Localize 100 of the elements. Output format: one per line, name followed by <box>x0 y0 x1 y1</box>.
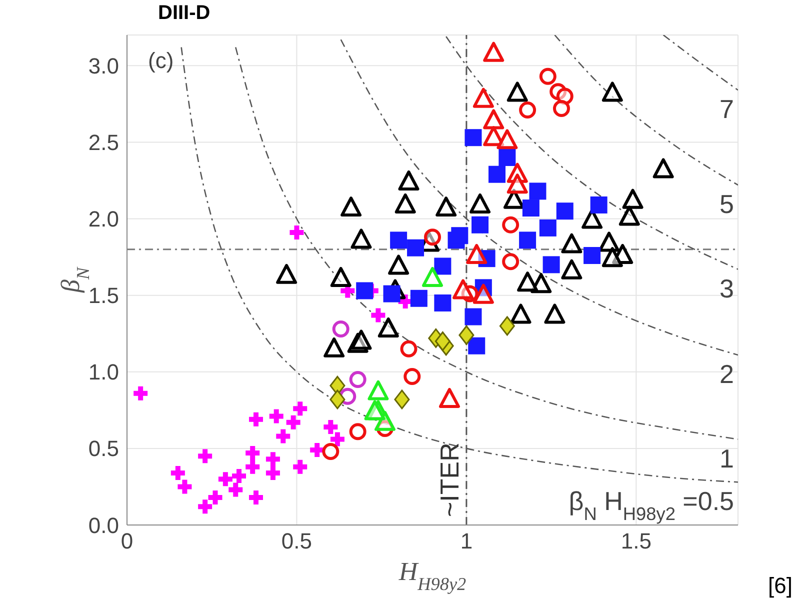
ref-line-label: ~ITER <box>434 442 464 517</box>
series-label: β$_{N}$H$_{H98y2}$ =0.5 <box>568 486 734 524</box>
y-tick-label: 1.0 <box>88 360 119 385</box>
point <box>468 337 486 354</box>
point <box>276 429 290 444</box>
point <box>276 264 298 284</box>
point <box>349 423 366 440</box>
point <box>340 284 355 298</box>
point <box>622 188 644 209</box>
point <box>310 442 324 457</box>
point <box>246 446 260 460</box>
point <box>556 202 574 220</box>
point <box>332 320 350 338</box>
point <box>228 482 243 497</box>
point <box>269 409 284 424</box>
point <box>266 466 280 480</box>
y-tick-label: 0.5 <box>88 436 119 462</box>
point <box>590 196 608 214</box>
series-label: 3 <box>720 273 734 304</box>
point <box>218 472 232 486</box>
x-tick-label: 1.5 <box>620 528 652 554</box>
point <box>470 193 491 214</box>
point <box>438 388 460 408</box>
point <box>434 294 452 312</box>
y-tick-label: 2.0 <box>88 206 119 232</box>
point <box>517 272 538 292</box>
series-label: 5 <box>720 189 734 220</box>
point <box>496 129 518 150</box>
y-tick-label: 3.0 <box>88 53 119 78</box>
point <box>466 244 488 264</box>
point <box>488 166 506 183</box>
x-tick-label: 1 <box>460 528 473 554</box>
point <box>584 247 601 264</box>
point <box>434 258 452 275</box>
point <box>349 371 366 388</box>
y-tick-label: 2.5 <box>88 130 119 155</box>
point <box>458 325 474 345</box>
point <box>378 318 399 338</box>
point <box>451 227 468 244</box>
point <box>519 102 536 119</box>
chart-title: DIII-D <box>158 2 210 25</box>
point <box>330 432 344 446</box>
point <box>286 415 300 430</box>
point <box>198 449 212 464</box>
point <box>422 266 443 287</box>
point <box>478 250 496 268</box>
point <box>232 469 246 483</box>
point <box>424 228 441 246</box>
point <box>368 380 389 400</box>
point <box>472 216 489 234</box>
point <box>266 452 280 466</box>
y-tick-label: 1.5 <box>88 283 119 308</box>
point <box>178 480 192 494</box>
point <box>170 466 185 480</box>
point <box>410 290 428 307</box>
line-series <box>554 35 738 186</box>
point <box>506 174 528 194</box>
point <box>464 308 482 326</box>
point <box>293 402 308 416</box>
point <box>248 490 263 504</box>
point <box>198 500 212 514</box>
point <box>407 239 424 256</box>
point <box>404 368 421 385</box>
point <box>322 443 340 460</box>
point <box>618 206 640 226</box>
point <box>383 285 400 302</box>
point <box>356 282 374 300</box>
point <box>519 232 536 249</box>
point <box>324 337 345 358</box>
point <box>542 256 560 274</box>
point <box>602 247 623 268</box>
point <box>248 412 263 426</box>
annotation: (c) <box>148 48 174 74</box>
point <box>436 196 457 217</box>
x-tick-label: 0.5 <box>281 528 312 554</box>
y-tick-label: 0.0 <box>88 512 119 538</box>
point <box>394 390 410 410</box>
point <box>652 158 674 178</box>
series-label: 1 <box>720 443 734 474</box>
point <box>374 410 396 431</box>
point <box>394 193 416 214</box>
point <box>598 232 620 252</box>
point <box>472 88 494 108</box>
point <box>522 200 540 217</box>
point <box>350 330 372 350</box>
point <box>388 254 410 275</box>
text: [6] <box>768 573 792 599</box>
point <box>398 170 420 190</box>
point <box>499 316 515 336</box>
point <box>539 68 556 85</box>
point <box>290 226 304 240</box>
point <box>293 460 308 474</box>
series-label: 2 <box>720 359 734 390</box>
point <box>498 149 516 166</box>
point <box>350 228 372 249</box>
point <box>434 332 450 351</box>
point <box>561 233 582 254</box>
point <box>529 182 546 200</box>
point <box>506 82 528 102</box>
point <box>510 304 532 324</box>
